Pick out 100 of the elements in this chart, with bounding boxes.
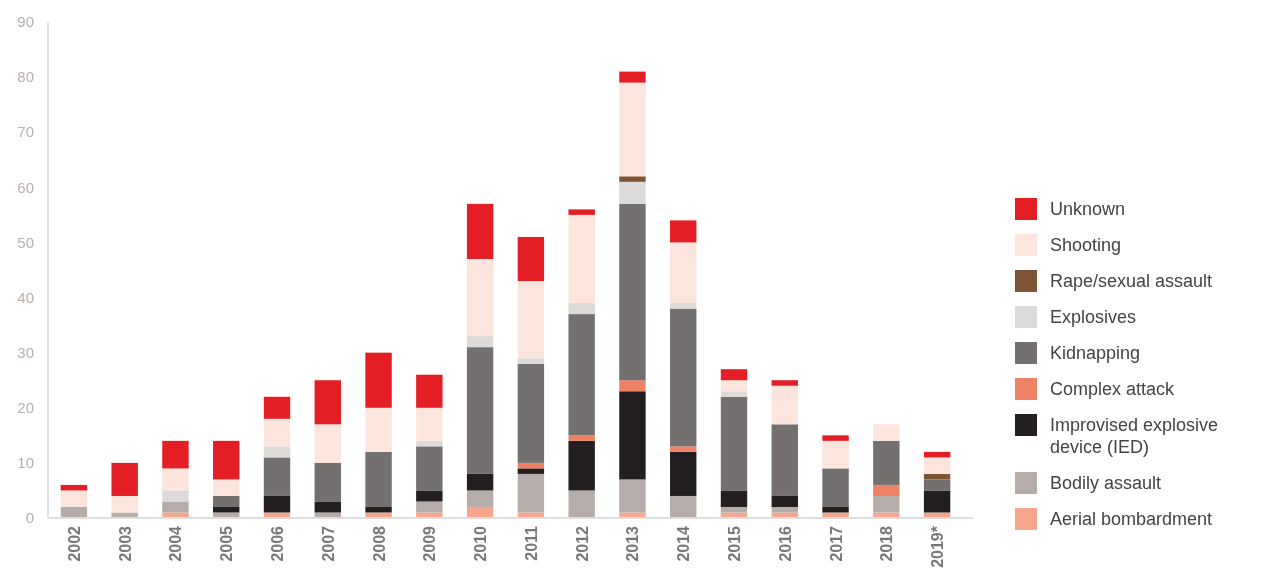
bar xyxy=(568,209,595,215)
legend-label: Rape/sexual assault xyxy=(1050,271,1213,291)
bar xyxy=(619,479,646,513)
bar xyxy=(619,82,646,177)
bar xyxy=(314,380,341,425)
bar xyxy=(822,440,849,469)
bar xyxy=(314,462,341,502)
bar xyxy=(517,281,545,359)
bar xyxy=(365,352,392,408)
x-tick-label: 2014 xyxy=(675,525,693,562)
bar xyxy=(263,457,291,496)
bar xyxy=(873,440,900,485)
bar xyxy=(162,490,189,502)
bar xyxy=(771,380,798,386)
bar xyxy=(263,446,291,458)
bar xyxy=(923,490,951,513)
bar xyxy=(670,308,697,447)
bar xyxy=(517,473,545,513)
x-tick-label: 2002 xyxy=(65,525,83,562)
bar xyxy=(365,451,392,507)
bar xyxy=(162,501,189,513)
bar xyxy=(466,473,494,491)
x-tick-label: 2019* xyxy=(929,525,947,568)
bar xyxy=(111,462,138,496)
bar xyxy=(670,446,697,452)
bar xyxy=(213,440,240,480)
x-tick-label: 2004 xyxy=(167,525,185,562)
bar xyxy=(670,242,697,304)
y-tick-label: 60 xyxy=(17,178,34,196)
bar xyxy=(619,203,646,381)
x-tick-label: 2010 xyxy=(472,525,490,562)
legend-label: Shooting xyxy=(1050,235,1122,255)
bar xyxy=(822,512,849,518)
bar xyxy=(162,468,189,491)
bar xyxy=(416,512,443,518)
x-tick-label: 2009 xyxy=(421,525,439,562)
bar xyxy=(619,380,646,392)
bar xyxy=(873,424,900,441)
x-tick-label: 2015 xyxy=(726,525,743,562)
bar xyxy=(263,396,291,419)
bar xyxy=(568,435,595,441)
bar xyxy=(416,407,443,441)
bar xyxy=(314,424,341,463)
bar xyxy=(670,220,697,243)
bar xyxy=(619,176,646,182)
legend-label: Unknown xyxy=(1050,199,1126,219)
bar xyxy=(466,203,494,259)
bar xyxy=(416,440,443,447)
x-tick-label: 2016 xyxy=(776,525,794,562)
bar xyxy=(771,424,798,496)
bar xyxy=(365,512,392,518)
bar xyxy=(111,495,138,513)
bar xyxy=(568,314,595,436)
bar xyxy=(619,512,646,518)
bar xyxy=(873,512,900,518)
bar xyxy=(670,495,697,518)
bar xyxy=(162,512,189,518)
y-tick-label: 0 xyxy=(25,509,34,527)
bar xyxy=(568,303,595,315)
bar xyxy=(416,374,443,408)
legend-label: Improvised explosive device (IED) xyxy=(1050,415,1219,457)
bar xyxy=(517,363,545,463)
legend-label: Aerial bombardment xyxy=(1050,509,1213,529)
legend-label: Bodily assault xyxy=(1050,473,1162,493)
bar xyxy=(771,495,798,507)
bar xyxy=(416,446,443,491)
bar xyxy=(720,490,748,507)
bar xyxy=(873,484,900,496)
bar xyxy=(263,495,291,513)
y-tick-label: 40 xyxy=(17,288,34,306)
y-tick-label: 80 xyxy=(17,68,34,86)
x-tick-label: 2005 xyxy=(218,525,236,562)
bar xyxy=(720,380,748,392)
bar xyxy=(619,181,646,204)
bar xyxy=(416,501,443,513)
bar xyxy=(466,490,494,507)
y-tick-label: 50 xyxy=(17,233,34,251)
y-tick-label: 70 xyxy=(17,123,34,141)
x-tick-label: 2017 xyxy=(827,525,845,562)
x-tick-label: 2008 xyxy=(370,525,388,562)
x-tick-label: 2011 xyxy=(522,525,540,561)
bar xyxy=(923,457,951,474)
bar xyxy=(568,490,595,518)
x-tick-label: 2018 xyxy=(878,525,896,562)
y-tick-label: 30 xyxy=(17,343,34,361)
bar xyxy=(619,391,646,480)
bar xyxy=(822,468,849,507)
legend-label: Explosives xyxy=(1050,307,1137,327)
bar xyxy=(60,490,88,507)
bar xyxy=(568,440,595,491)
y-tick-label: 20 xyxy=(17,399,34,417)
legend-label: Complex attack xyxy=(1050,379,1176,399)
bar xyxy=(720,391,748,397)
bar xyxy=(466,258,494,337)
bar xyxy=(670,303,697,309)
bar xyxy=(619,71,646,83)
y-tick-label: 90 xyxy=(17,13,34,31)
bar xyxy=(517,236,545,282)
bar xyxy=(466,336,494,348)
bar xyxy=(162,440,189,469)
